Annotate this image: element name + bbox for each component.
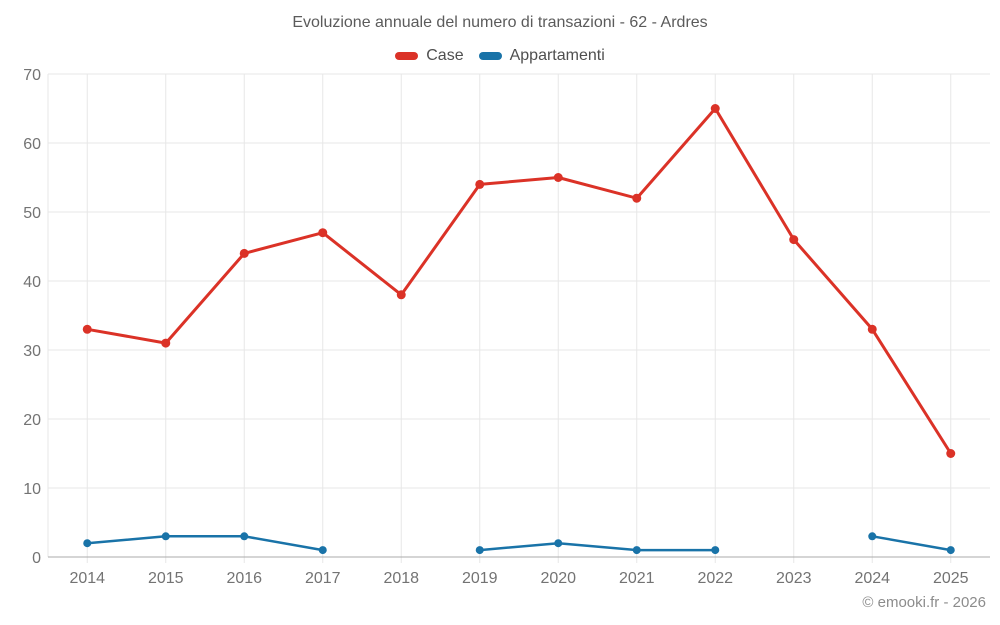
y-tick-label: 20 bbox=[23, 412, 41, 429]
x-tick-label: 2017 bbox=[305, 570, 341, 587]
data-point-appartamenti-2016 bbox=[240, 532, 249, 541]
x-tick-label: 2022 bbox=[697, 570, 733, 587]
y-tick-label: 10 bbox=[23, 481, 41, 498]
data-point-case-2019 bbox=[475, 179, 485, 189]
legend-item-appartamenti[interactable]: Appartamenti bbox=[478, 47, 605, 65]
data-point-appartamenti-2014 bbox=[83, 539, 92, 548]
x-tick-label: 2019 bbox=[462, 570, 498, 587]
y-tick-label: 60 bbox=[23, 136, 41, 153]
appartamenti-series-swatch-icon bbox=[478, 52, 502, 60]
x-tick-label: 2018 bbox=[383, 570, 419, 587]
data-point-case-2023 bbox=[789, 235, 799, 245]
chart-title: Evoluzione annuale del numero di transaz… bbox=[292, 14, 708, 31]
case-series-swatch-icon bbox=[395, 52, 419, 60]
series-line-appartamenti bbox=[86, 535, 953, 552]
data-point-case-2014 bbox=[82, 324, 92, 334]
data-point-appartamenti-2024 bbox=[868, 532, 877, 541]
data-point-appartamenti-2025 bbox=[946, 546, 955, 555]
data-point-appartamenti-2017 bbox=[318, 546, 327, 555]
data-point-appartamenti-2022 bbox=[711, 546, 720, 555]
y-tick-label: 70 bbox=[23, 67, 41, 84]
data-point-case-2018 bbox=[396, 290, 406, 300]
legend-label-case: Case bbox=[426, 47, 464, 64]
x-tick-label: 2024 bbox=[854, 570, 890, 587]
data-point-case-2020 bbox=[553, 173, 563, 182]
legend-label-appartamenti: Appartamenti bbox=[509, 47, 605, 64]
x-tick-label: 2015 bbox=[148, 570, 184, 587]
y-tick-label: 50 bbox=[23, 205, 41, 222]
data-point-appartamenti-2019 bbox=[475, 546, 484, 555]
x-tick-label: 2016 bbox=[226, 570, 262, 587]
data-point-case-2016 bbox=[239, 248, 249, 258]
x-tick-label: 2025 bbox=[933, 570, 969, 587]
data-point-appartamenti-2020 bbox=[554, 539, 563, 548]
data-point-case-2021 bbox=[632, 193, 642, 203]
y-tick-label: 30 bbox=[23, 343, 41, 360]
y-tick-label: 0 bbox=[32, 550, 41, 567]
x-tick-label: 2021 bbox=[619, 570, 655, 587]
data-point-appartamenti-2015 bbox=[161, 532, 170, 541]
copyright-credit: © emooki.fr - 2026 bbox=[862, 594, 986, 611]
data-point-case-2017 bbox=[318, 228, 328, 238]
data-point-case-2025 bbox=[946, 449, 956, 458]
x-tick-label: 2020 bbox=[540, 570, 576, 587]
x-tick-label: 2014 bbox=[69, 570, 105, 587]
data-point-case-2022 bbox=[710, 104, 720, 113]
x-tick-label: 2023 bbox=[776, 570, 812, 587]
legend: Case Appartamenti bbox=[0, 47, 1000, 65]
data-point-case-2015 bbox=[161, 338, 171, 348]
data-point-appartamenti-2021 bbox=[632, 546, 641, 555]
data-point-case-2024 bbox=[867, 324, 877, 334]
legend-item-case[interactable]: Case bbox=[395, 47, 464, 65]
y-tick-label: 40 bbox=[23, 274, 41, 291]
series-line-case bbox=[85, 107, 953, 455]
